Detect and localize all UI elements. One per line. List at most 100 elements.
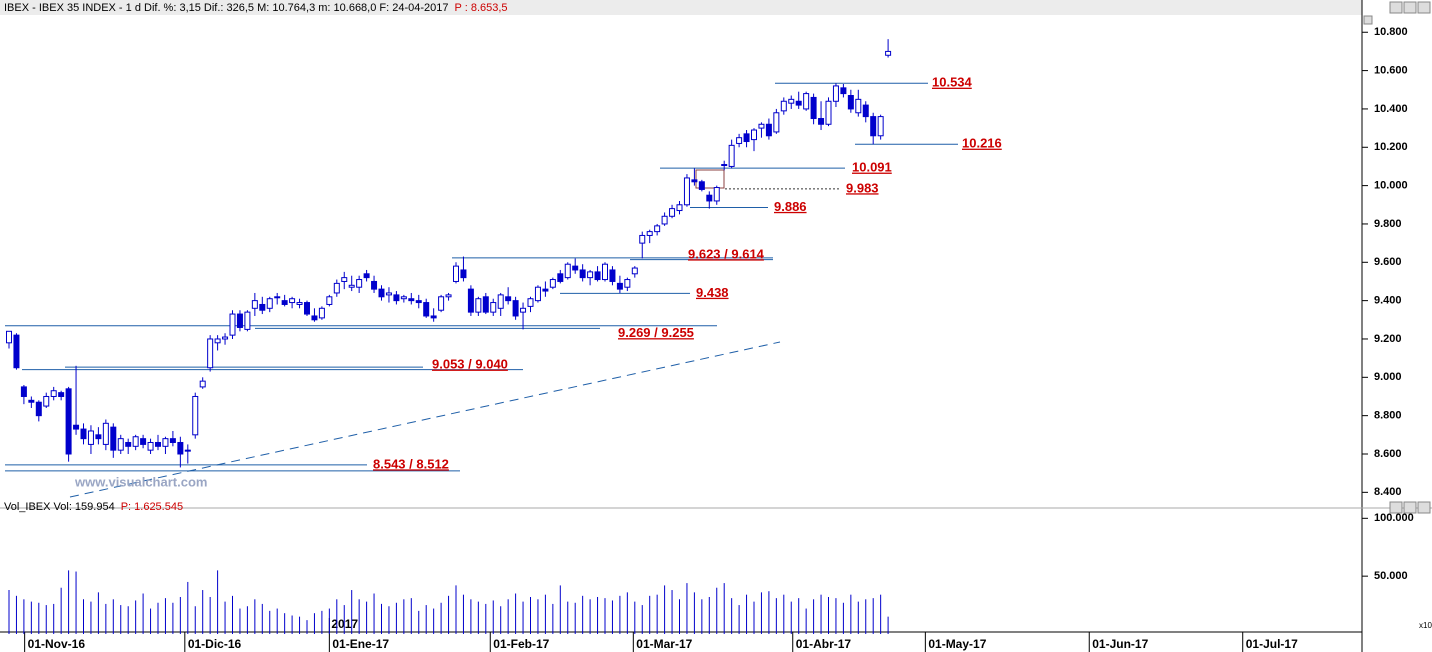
candle-body bbox=[296, 302, 303, 305]
candle-body bbox=[616, 282, 623, 290]
candle-body bbox=[594, 271, 601, 281]
minimize-button[interactable] bbox=[1389, 1, 1403, 14]
candle-body bbox=[810, 96, 817, 120]
candle-body bbox=[639, 234, 646, 244]
candle-body bbox=[58, 392, 65, 397]
candle-body bbox=[43, 395, 50, 407]
x-tick-label: 01-May-17 bbox=[928, 637, 986, 651]
level-label: 10.091 bbox=[852, 160, 892, 175]
scroll-button[interactable] bbox=[1363, 15, 1373, 25]
level-label: 10.534 bbox=[932, 75, 973, 90]
gap-box bbox=[695, 169, 725, 189]
x-tick-label: 01-Abr-17 bbox=[796, 637, 852, 651]
candle-body bbox=[564, 263, 571, 279]
candle-body bbox=[870, 116, 877, 137]
close-button[interactable] bbox=[1417, 1, 1431, 14]
candle-body bbox=[624, 279, 631, 288]
candle-body bbox=[825, 100, 832, 125]
y-tick-label: 10.800 bbox=[1374, 26, 1408, 38]
candle-body bbox=[408, 298, 415, 302]
candle-body bbox=[698, 181, 705, 190]
candle-body bbox=[803, 93, 810, 110]
candle-body bbox=[840, 87, 847, 95]
candle-body bbox=[505, 296, 512, 302]
candle-body bbox=[646, 231, 653, 236]
candle-body bbox=[654, 225, 661, 233]
level-label: 9.623 / 9.614 bbox=[688, 246, 765, 261]
candle-body bbox=[587, 271, 594, 279]
candle-body bbox=[691, 179, 698, 183]
candle-body bbox=[110, 426, 117, 451]
candle-body bbox=[497, 294, 504, 309]
volume-title: Vol_IBEX Vol: 159.954 bbox=[4, 501, 115, 513]
candle-body bbox=[356, 279, 363, 288]
candle-body bbox=[721, 164, 728, 167]
x-tick-label: 01-Ene-17 bbox=[332, 637, 389, 651]
y-tick-label: 8.400 bbox=[1374, 486, 1402, 498]
candle-body bbox=[743, 133, 750, 143]
candle-body bbox=[65, 388, 72, 455]
candle-body bbox=[736, 137, 743, 144]
x-tick-label: 01-Dic-16 bbox=[188, 637, 242, 651]
candle-body bbox=[676, 204, 683, 212]
candle-body bbox=[132, 436, 139, 447]
candle-body bbox=[512, 300, 519, 317]
candle-body bbox=[236, 313, 243, 328]
candle-body bbox=[140, 438, 147, 445]
x-tick-label: 01-Jun-17 bbox=[1092, 637, 1148, 651]
vol-maximize-button[interactable] bbox=[1403, 501, 1417, 514]
x-tick-label: 01-Jul-17 bbox=[1246, 637, 1298, 651]
candle-body bbox=[207, 338, 214, 369]
year-label: 2017 bbox=[331, 617, 358, 631]
candle-body bbox=[683, 177, 690, 206]
candle-body bbox=[6, 330, 12, 344]
candle-body bbox=[348, 284, 355, 288]
candle-body bbox=[35, 401, 42, 417]
vol-close-button[interactable] bbox=[1417, 501, 1431, 514]
candle-body bbox=[184, 449, 191, 452]
candle-body bbox=[229, 313, 236, 336]
candle-body bbox=[445, 294, 452, 298]
candle-body bbox=[20, 386, 27, 397]
level-label: 9.886 bbox=[774, 199, 807, 214]
x-tick-label: 01-Feb-17 bbox=[493, 637, 549, 651]
maximize-button[interactable] bbox=[1403, 1, 1417, 14]
candle-body bbox=[609, 269, 616, 282]
candle-body bbox=[281, 300, 288, 305]
candle-body bbox=[795, 100, 802, 106]
candle-body bbox=[713, 187, 720, 202]
candle-body bbox=[13, 334, 20, 369]
candle-body bbox=[534, 286, 541, 302]
level-label: 10.216 bbox=[962, 136, 1002, 151]
level-label: 8.543 / 8.512 bbox=[373, 456, 449, 471]
candle-body bbox=[363, 273, 370, 279]
candle-body bbox=[482, 296, 489, 313]
candle-body bbox=[199, 380, 206, 388]
window-buttons[interactable] bbox=[1363, 1, 1431, 514]
volume-subtitle: P: 1.625.545 bbox=[121, 501, 183, 513]
level-label: 9.983 bbox=[846, 180, 879, 195]
header-text: IBEX - IBEX 35 INDEX - 1 d Dif. %: 3,15 … bbox=[4, 2, 449, 14]
candle-body bbox=[251, 300, 258, 309]
vol-y-tick-label: 50.000 bbox=[1374, 570, 1408, 582]
candle-body bbox=[885, 50, 892, 56]
vol-minimize-button[interactable] bbox=[1389, 501, 1403, 514]
candle-body bbox=[371, 280, 378, 290]
candle-body bbox=[326, 296, 333, 305]
y-tick-label: 10.400 bbox=[1374, 103, 1408, 115]
watermark: www.visualchart.com bbox=[74, 474, 207, 489]
candle-body bbox=[751, 129, 757, 141]
candle-body bbox=[758, 123, 765, 129]
candle-body bbox=[259, 303, 266, 311]
candle-body bbox=[95, 434, 102, 440]
candle-body bbox=[579, 269, 586, 279]
candle-body bbox=[557, 273, 564, 282]
candle-body bbox=[378, 288, 385, 298]
candle-body bbox=[333, 282, 340, 294]
candle-body bbox=[169, 438, 176, 443]
candle-body bbox=[453, 265, 459, 282]
candle-body bbox=[467, 288, 474, 313]
candle-body bbox=[80, 428, 87, 440]
candle-body bbox=[818, 118, 825, 125]
